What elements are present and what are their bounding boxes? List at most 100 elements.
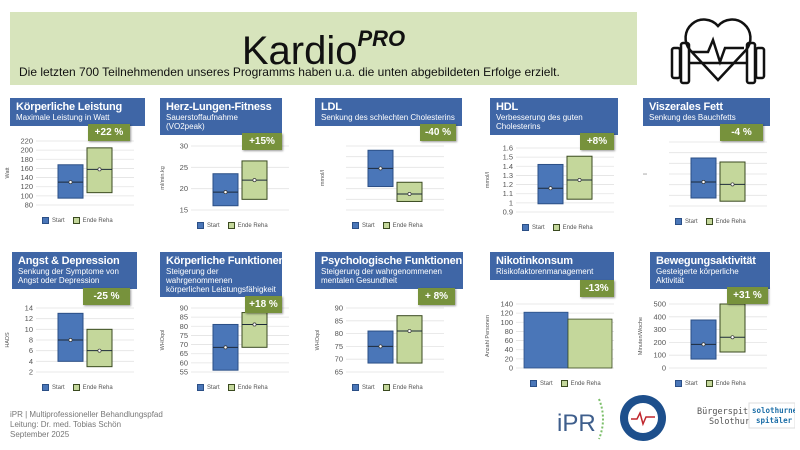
y-tick-label: 100 (20, 191, 33, 200)
legend-item-start: Start (352, 384, 375, 391)
legend-item-start: Start (197, 384, 220, 391)
y-tick-label: 40 (505, 345, 513, 354)
mean-marker (407, 192, 412, 196)
y-tick-label: 12 (25, 314, 33, 323)
y-tick-label: 80 (180, 322, 188, 331)
legend-label: Start (540, 381, 553, 388)
panel-subtitle: Risikofaktorenmanagement (496, 267, 594, 277)
legend-label: Ende Reha (392, 223, 423, 230)
panel-subtitle: Senkung des schlechten Cholesterins (321, 113, 455, 123)
legend-label: Start (207, 223, 220, 230)
y-axis-label: Minuten/Woche (638, 317, 644, 355)
panel-subtitle: Steigerung der wahrgenommenen mentalen G… (321, 267, 442, 285)
box-ende (241, 312, 268, 348)
y-tick-label: 100 (653, 351, 666, 360)
panel-title-box: Angst & Depression Senkung der Symptome v… (12, 252, 137, 289)
y-tick-label: 15 (180, 206, 188, 215)
y-tick-label: 4 (29, 357, 33, 366)
y-tick-label: 1.6 (503, 144, 513, 153)
legend-item-start: Start (675, 218, 698, 225)
legend-swatch (227, 384, 235, 391)
footer-line: iPR | Multiprofessioneller Behandlungspf… (10, 410, 163, 419)
change-badge: + 8% (418, 288, 455, 305)
mean-marker (701, 342, 706, 347)
y-tick-label: 2 (29, 368, 33, 377)
legend-swatch (705, 380, 713, 387)
panel-chart: l (643, 141, 767, 207)
y-tick-label: 120 (20, 182, 33, 191)
y-tick-label: 80 (25, 201, 33, 210)
legend-swatch (705, 218, 713, 225)
y-tick-label: 6 (29, 346, 33, 355)
legend-item-start: Start (530, 380, 553, 387)
y-axis-label: mmol/l (485, 172, 491, 188)
y-tick-label: 70 (180, 340, 188, 349)
y-tick-label: 70 (335, 355, 343, 364)
y-tick-label: 140 (20, 173, 33, 182)
mean-marker (378, 166, 383, 171)
chart-legend: Start Ende Reha (675, 218, 746, 225)
chart-legend: Start Ende Reha (352, 384, 423, 391)
mean-marker (252, 322, 257, 327)
change-badge: +22 % (88, 124, 130, 141)
legend-swatch (197, 384, 204, 391)
y-tick-label: 75 (335, 342, 343, 351)
y-tick-label: 80 (335, 329, 343, 338)
box-start (537, 163, 564, 205)
panel-subtitle: Senkung der Symptome von Angst oder Depr… (18, 267, 119, 285)
panel-subtitle: Senkung des Bauchfetts (649, 113, 736, 123)
panel-chart: mmol/l (320, 145, 444, 211)
y-axis-label: WHOqol (315, 330, 321, 351)
panel-title-box: Psychologische Funktionen Steigerung der … (315, 252, 463, 289)
y-tick-label: 85 (180, 313, 188, 322)
y-tick-label: 0 (509, 364, 513, 373)
legend-label: Ende Reha (82, 218, 113, 225)
box-ende (86, 328, 113, 368)
y-tick-label: 220 (20, 137, 33, 146)
mean-marker (68, 180, 73, 185)
legend-swatch (352, 222, 359, 229)
y-tick-label: 400 (653, 312, 666, 321)
legend-item-start: Start (522, 224, 545, 231)
y-tick-label: 1 (509, 198, 513, 207)
y-tick-label: 1.3 (503, 171, 513, 180)
y-tick-label: 75 (180, 331, 188, 340)
panel-title-box: Körperliche Leistung Maximale Leistung in… (10, 98, 145, 126)
y-tick-label: 65 (180, 349, 188, 358)
footer-line: September 2025 (10, 430, 70, 439)
mean-marker (407, 329, 412, 333)
y-tick-label: 1.2 (503, 180, 513, 189)
legend-swatch (42, 384, 49, 391)
soh-logo-box (748, 402, 795, 429)
box-start (57, 312, 84, 362)
chart-legend: Start Ende Reha (352, 222, 423, 229)
y-tick-label: 30 (180, 142, 188, 151)
panel-title: LDL (321, 101, 342, 113)
change-badge: -4 % (720, 124, 763, 141)
panel-title: Nikotinkonsum (496, 255, 573, 267)
change-badge: +18 % (245, 296, 282, 313)
legend-swatch (72, 217, 80, 224)
mean-marker (701, 180, 706, 184)
legend-label: Start (52, 385, 65, 392)
legend-label: Ende Reha (237, 223, 268, 230)
panel-subtitle: Sauerstoffaufnahme (VO2peak) (166, 113, 238, 131)
box-ende (719, 161, 746, 202)
mean-marker (68, 338, 73, 342)
legend-swatch (42, 217, 49, 224)
panel-title: HDL (496, 101, 519, 113)
mean-marker (223, 190, 228, 195)
y-tick-label: 85 (335, 316, 343, 325)
chart-legend: Start Ende Reha (675, 380, 746, 387)
y-tick-label: 160 (20, 164, 33, 173)
y-axis-label: mmol/l (320, 170, 326, 186)
legend-label: Start (685, 219, 698, 226)
panel-title: Bewegungsaktivität (656, 255, 756, 267)
y-tick-label: 500 (653, 300, 666, 309)
change-badge: +8% (580, 133, 614, 150)
ipr-logo: iPR (557, 410, 596, 437)
legend-swatch (352, 384, 359, 391)
legend-item-start: Start (675, 380, 698, 387)
